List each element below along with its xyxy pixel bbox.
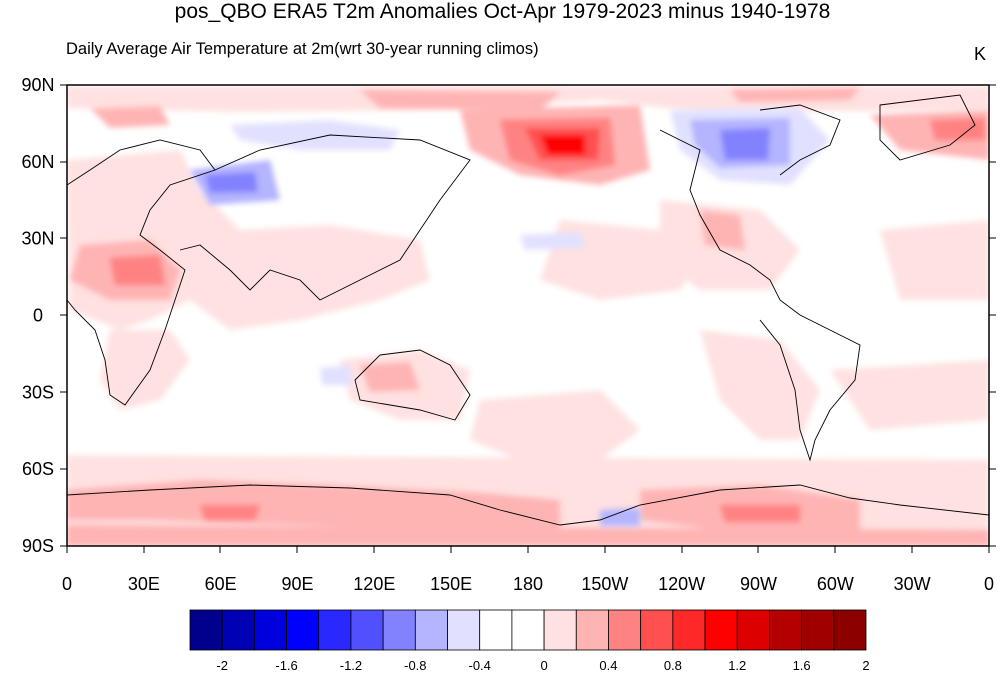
colorbar-swatch	[640, 609, 674, 651]
colorbar-tick-label: 1.6	[793, 658, 811, 673]
lat-label: 90S	[22, 536, 54, 556]
colorbar-swatch	[318, 609, 352, 651]
colorbar-swatch	[189, 609, 223, 651]
lon-label: 120E	[353, 574, 395, 594]
colorbar-swatch	[543, 609, 577, 651]
colorbar: -2 -1.6 -1.2 -0.8 -0.4 0 0.4 0.8 1.2 1.6 2	[189, 609, 870, 673]
lon-label: 180	[513, 574, 543, 594]
colorbar-tick-label: -0.8	[404, 658, 426, 673]
map-title: pos_QBO ERA5 T2m Anomalies Oct-Apr 1979-…	[174, 0, 831, 23]
colorbar-tick-label: -0.4	[469, 658, 491, 673]
colorbar-tick-label: 0.4	[599, 658, 617, 673]
colorbar-swatch	[511, 609, 545, 651]
lat-label: 60N	[21, 152, 54, 172]
colorbar-swatch	[253, 609, 287, 651]
colorbar-tick-label: 0	[540, 658, 547, 673]
colorbar-tick-label: -2	[216, 658, 228, 673]
colorbar-swatch	[833, 609, 867, 651]
lon-label: 150W	[581, 574, 628, 594]
map-subtitle: Daily Average Air Temperature at 2m(wrt …	[66, 40, 539, 58]
lat-label: 0	[33, 306, 43, 326]
units-label: K	[974, 44, 987, 64]
colorbar-tick-label: 2	[862, 658, 869, 673]
lat-label: 30S	[22, 382, 54, 402]
colorbar-swatch	[479, 609, 513, 651]
colorbar-swatch	[350, 609, 384, 651]
lat-label: 90N	[21, 75, 54, 95]
lon-label: 60E	[205, 574, 237, 594]
colorbar-swatch	[414, 609, 448, 651]
lon-label: 30W	[894, 574, 931, 594]
lon-label: 150E	[430, 574, 472, 594]
colorbar-swatch	[672, 609, 706, 651]
lon-label: 120W	[658, 574, 705, 594]
colorbar-swatch	[704, 609, 738, 651]
colorbar-swatch	[286, 609, 320, 651]
colorbar-tick-label: 1.2	[728, 658, 746, 673]
colorbar-swatch	[769, 609, 803, 651]
longitude-labels: 0 30E 60E 90E 120E 150E 180 150W 120W 90W 60W 30W 0	[62, 574, 994, 594]
lon-label: 90E	[281, 574, 313, 594]
lon-label: 30E	[128, 574, 160, 594]
colorbar-tick-label: -1.2	[340, 658, 362, 673]
colorbar-swatch	[575, 609, 609, 651]
latitude-labels: 90N 60N 30N 0 30S 60S 90S	[21, 75, 54, 556]
lon-label: 90W	[740, 574, 777, 594]
colorbar-swatch	[447, 609, 481, 651]
colorbar-swatch	[736, 609, 770, 651]
tick-marks	[60, 84, 996, 553]
colorbar-swatch	[221, 609, 255, 651]
lon-label: 60W	[817, 574, 854, 594]
lat-label: 60S	[22, 459, 54, 479]
lat-label: 30N	[21, 229, 54, 249]
coastlines	[67, 94, 989, 526]
lon-label: 0	[984, 574, 994, 594]
colorbar-swatch	[801, 609, 835, 651]
colorbar-tick-label: -1.6	[275, 658, 297, 673]
colorbar-swatch	[608, 609, 642, 651]
colorbar-swatch	[382, 609, 416, 651]
colorbar-tick-label: 0.8	[664, 658, 682, 673]
anomaly-field	[67, 85, 989, 546]
lon-label: 0	[62, 574, 72, 594]
